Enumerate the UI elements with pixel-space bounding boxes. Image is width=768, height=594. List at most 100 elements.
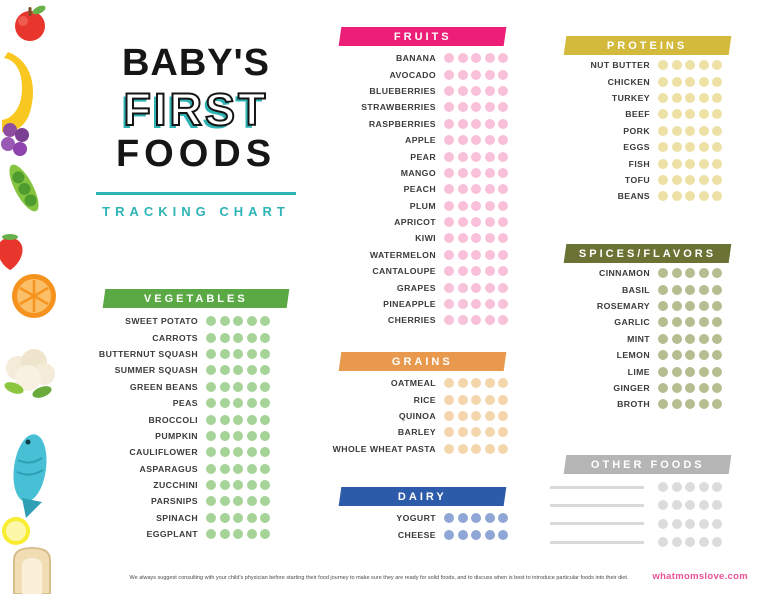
- cauliflower-icon: [4, 349, 55, 398]
- tracking-dots: [444, 233, 508, 244]
- tracking-dot: [457, 529, 468, 540]
- food-row: BASIL: [540, 281, 722, 297]
- tracking-dots: [206, 348, 270, 359]
- food-label: TURKEY: [611, 92, 650, 103]
- tracking-dots: [658, 518, 722, 529]
- tracking-dot: [444, 299, 454, 310]
- tracking-dot: [498, 167, 508, 178]
- tracking-dot: [658, 92, 668, 103]
- tracking-dot: [246, 480, 257, 491]
- tracking-dot: [219, 480, 230, 491]
- tracking-dot: [444, 233, 454, 244]
- tracking-dot: [206, 316, 216, 327]
- tracking-dot: [671, 333, 682, 344]
- food-row: YOGURT: [290, 510, 508, 526]
- food-row: RASPBERRIES: [290, 116, 508, 132]
- tracking-dot: [685, 191, 695, 202]
- tracking-dot: [658, 158, 668, 169]
- tracking-dot: [712, 268, 722, 279]
- tracking-dots: [206, 496, 270, 507]
- tracking-dot: [671, 482, 682, 493]
- food-row: APPLE: [290, 132, 508, 148]
- tracking-dot: [457, 443, 468, 454]
- footer-disclaimer: We always suggest consulting with your c…: [129, 575, 629, 581]
- tracking-dot: [685, 142, 695, 153]
- tracking-dot: [246, 512, 257, 523]
- tracking-dot: [712, 518, 722, 529]
- tracking-dot: [658, 482, 668, 493]
- food-label: OATMEAL: [390, 378, 436, 389]
- grains-food-list: OATMEAL RICE QUINOA BARLEY WHOLE WHEAT PASTA: [290, 375, 508, 457]
- tracking-dot: [471, 410, 481, 421]
- tracking-dot: [444, 529, 454, 540]
- tracking-dot: [219, 316, 230, 327]
- tracking-dot: [698, 399, 709, 410]
- tracking-dot: [685, 76, 695, 87]
- tracking-dot: [698, 350, 709, 361]
- tracking-dot: [246, 348, 257, 359]
- tracking-dot: [457, 410, 468, 421]
- food-row: PLUM: [290, 198, 508, 214]
- tracking-dots: [444, 282, 508, 293]
- tracking-dot: [498, 315, 508, 326]
- tracking-dot: [685, 109, 695, 120]
- tracking-dot: [671, 158, 682, 169]
- food-row: CHERRIES: [290, 312, 508, 328]
- food-row: PUMPKIN: [94, 428, 270, 444]
- food-label: WATERMELON: [369, 249, 436, 260]
- tracking-dot: [712, 158, 722, 169]
- tracking-dot: [233, 398, 243, 409]
- food-label: GARLIC: [614, 317, 650, 328]
- tracking-dot: [206, 447, 216, 458]
- tracking-dot: [444, 53, 454, 64]
- tracking-dot: [698, 537, 709, 548]
- strawberry-icon: [0, 234, 23, 270]
- tracking-dot: [260, 447, 270, 458]
- tracking-dots: [658, 382, 722, 393]
- tracking-dot: [206, 365, 216, 376]
- tracking-dot: [685, 125, 695, 136]
- pea-pod-icon: [9, 164, 39, 212]
- tracking-dot: [484, 184, 495, 195]
- food-label: WHOLE WHEAT PASTA: [332, 443, 436, 454]
- tracking-dot: [471, 443, 481, 454]
- spices-section-title: SPICES/FLAVORS: [578, 247, 717, 260]
- food-row: GARLIC: [540, 314, 722, 330]
- tracking-dot: [698, 109, 709, 120]
- tracking-dot: [233, 529, 243, 540]
- tracking-dot: [685, 518, 695, 529]
- food-row: BROCCOLI: [94, 411, 270, 427]
- tracking-dots: [206, 430, 270, 441]
- fish-icon: [13, 434, 47, 518]
- food-row: MINT: [540, 331, 722, 347]
- tracking-dot: [219, 414, 230, 425]
- tracking-dot: [233, 463, 243, 474]
- tracking-dot: [685, 333, 695, 344]
- food-row: AVOCADO: [290, 66, 508, 82]
- tracking-dot: [671, 92, 682, 103]
- food-label: RICE: [413, 394, 436, 405]
- tracking-dot: [484, 410, 495, 421]
- banana-icon: [2, 52, 34, 133]
- tracking-dot: [685, 268, 695, 279]
- proteins-food-list: NUT BUTTER CHICKEN TURKEY BEEF PORK EGGS FISH T…: [540, 57, 722, 205]
- food-label: RASPBERRIES: [368, 118, 436, 129]
- tracking-dot: [498, 85, 508, 96]
- tracking-dot: [206, 480, 216, 491]
- tracking-dot: [712, 300, 722, 311]
- tracking-dot: [712, 350, 722, 361]
- food-row: CAULIFLOWER: [94, 444, 270, 460]
- tracking-dot: [471, 394, 481, 405]
- tracking-dot: [498, 151, 508, 162]
- tracking-dot: [658, 268, 668, 279]
- tracking-dot: [457, 102, 468, 113]
- food-label: APRICOT: [394, 217, 436, 228]
- tracking-dot: [698, 174, 709, 185]
- tracking-dot: [471, 513, 481, 524]
- tracking-dots: [658, 333, 722, 344]
- tracking-dot: [671, 268, 682, 279]
- tracking-dot: [471, 118, 481, 129]
- tracking-dot: [658, 174, 668, 185]
- tracking-dot: [658, 317, 668, 328]
- tracking-dots: [444, 200, 508, 211]
